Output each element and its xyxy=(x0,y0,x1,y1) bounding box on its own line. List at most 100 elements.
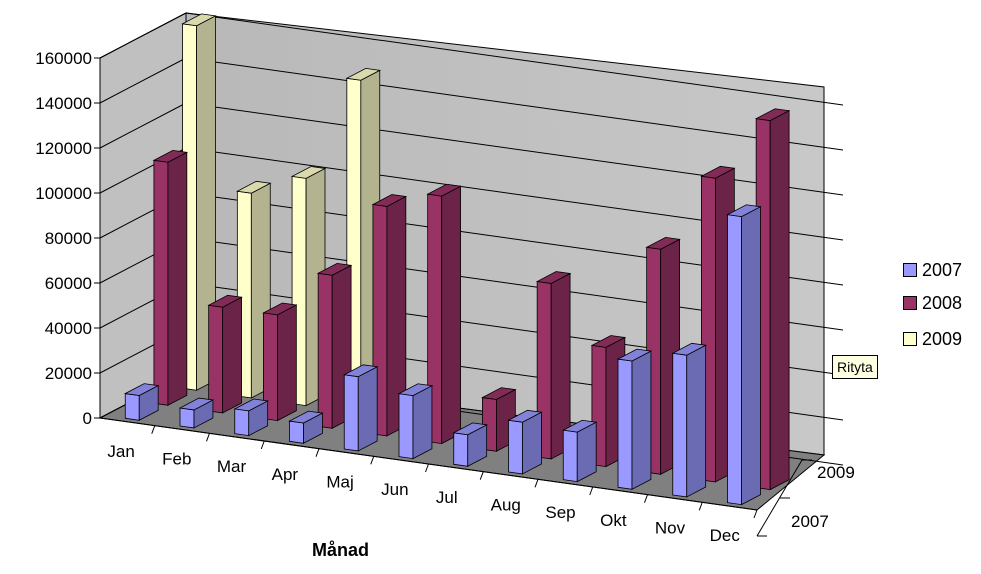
gridline-side xyxy=(99,102,187,149)
legend-label: 2009 xyxy=(922,328,963,349)
bar-side xyxy=(441,185,461,445)
legend-label: 2007 xyxy=(922,259,963,280)
bar-2007-Jun xyxy=(397,383,434,460)
x-tick-label: Sep xyxy=(545,503,575,522)
y-tick-label: 160000 xyxy=(35,49,92,68)
gridline-side xyxy=(99,12,187,59)
bar-2008-Mar xyxy=(262,302,298,422)
bar-side xyxy=(631,350,652,490)
x-tick-mark xyxy=(315,448,320,457)
bar-front xyxy=(508,419,523,475)
bar-top xyxy=(616,348,653,362)
bar-front xyxy=(727,214,742,506)
bar-2007-Aug xyxy=(507,409,543,475)
bar-side xyxy=(357,366,378,452)
legend-swatch xyxy=(903,332,917,346)
depth-tick-label: 2009 xyxy=(817,463,855,482)
x-tick-label: Okt xyxy=(600,511,627,530)
bar-top xyxy=(178,397,215,411)
bar-top xyxy=(152,149,189,163)
legend-item-2008: 2008 xyxy=(903,292,962,314)
bars xyxy=(123,13,791,506)
x-tick-label: Jul xyxy=(436,488,458,507)
x-tick-mark xyxy=(425,463,429,473)
legend-swatch xyxy=(903,263,917,277)
bar-top xyxy=(535,271,572,284)
bar-top xyxy=(342,364,379,378)
x-tick-mark xyxy=(753,509,758,519)
x-tick-label: Maj xyxy=(326,473,353,492)
bar-front xyxy=(672,352,688,498)
bar-2007-Jul xyxy=(452,422,488,467)
bar-side xyxy=(277,304,297,422)
bar-front xyxy=(617,358,633,490)
bar-2007-Sep xyxy=(561,419,598,483)
bar-2007-Mar xyxy=(233,398,269,437)
bar-top xyxy=(123,383,160,396)
x-axis-ticks: Jan Feb Mar Apr Maj Jun Jul Aug Sep Okt Nov Dec xyxy=(99,417,758,545)
bar-top xyxy=(590,335,627,348)
bar-front xyxy=(343,374,359,452)
bar-top xyxy=(207,294,243,308)
bar-front xyxy=(208,304,224,414)
bar-side xyxy=(769,110,790,491)
y-tick-label: 40000 xyxy=(45,319,92,338)
bar-top xyxy=(371,194,408,207)
bar-top xyxy=(481,387,517,400)
bar-top xyxy=(181,13,217,27)
bar-top xyxy=(316,262,353,276)
bar-top xyxy=(726,204,762,218)
bar-side xyxy=(522,411,542,475)
gridline xyxy=(185,12,844,106)
x-tick-label: Jan xyxy=(107,442,134,461)
bar-front xyxy=(234,408,250,437)
bar-side xyxy=(412,385,433,460)
x-tick-label: Jun xyxy=(381,480,408,499)
x-axis-title: Månad xyxy=(312,540,369,560)
bar-top xyxy=(288,410,324,424)
legend-item-2009: 2009 xyxy=(903,328,962,350)
bar-front xyxy=(562,429,578,483)
y-tick-label: 20000 xyxy=(45,364,92,383)
bar-front xyxy=(398,393,414,460)
tooltip: Rityta xyxy=(832,355,878,379)
y-axis-ticks: 0 20000 40000 60000 80000 100000 120000 140000 1… xyxy=(35,49,101,428)
bar-2007-Nov xyxy=(671,342,707,498)
legend: 2007 2008 2009 xyxy=(897,254,981,354)
bar-top xyxy=(700,165,736,179)
y-tick-label: 0 xyxy=(83,409,92,428)
x-tick-label: Aug xyxy=(491,496,521,515)
bar-2008-Jun xyxy=(426,183,462,445)
bar-side xyxy=(741,206,761,506)
x-tick-label: Nov xyxy=(655,519,686,538)
bar-front xyxy=(153,159,169,406)
legend-label: 2008 xyxy=(922,292,963,313)
y-tick-label: 140000 xyxy=(35,94,92,113)
x-tick-mark xyxy=(260,440,265,450)
bar-front xyxy=(453,432,469,467)
bar-side xyxy=(222,296,242,414)
bar-2007-Jan xyxy=(123,383,160,421)
x-tick-label: Apr xyxy=(272,465,299,484)
bar-front xyxy=(124,393,140,421)
depth-tick-label: 2007 xyxy=(791,512,829,531)
bar-side xyxy=(576,421,597,483)
x-tick-label: Feb xyxy=(162,450,191,469)
depth-axis-line xyxy=(756,459,803,537)
bar-side xyxy=(167,151,188,406)
gridline xyxy=(185,57,844,151)
x-tick-mark xyxy=(589,486,594,496)
bar-side xyxy=(686,344,707,498)
x-tick-mark xyxy=(370,456,375,465)
bar-front xyxy=(317,272,333,429)
bar-top xyxy=(645,236,681,250)
bar-top xyxy=(233,398,269,412)
x-tick-label: Dec xyxy=(710,526,741,545)
bar-2007-Okt xyxy=(616,348,653,490)
y-tick-label: 60000 xyxy=(45,274,92,293)
bar-top xyxy=(452,422,488,436)
bar-2008-Dec xyxy=(754,108,791,491)
x-tick-mark xyxy=(151,425,156,434)
bar-2007-Dec xyxy=(726,204,762,506)
